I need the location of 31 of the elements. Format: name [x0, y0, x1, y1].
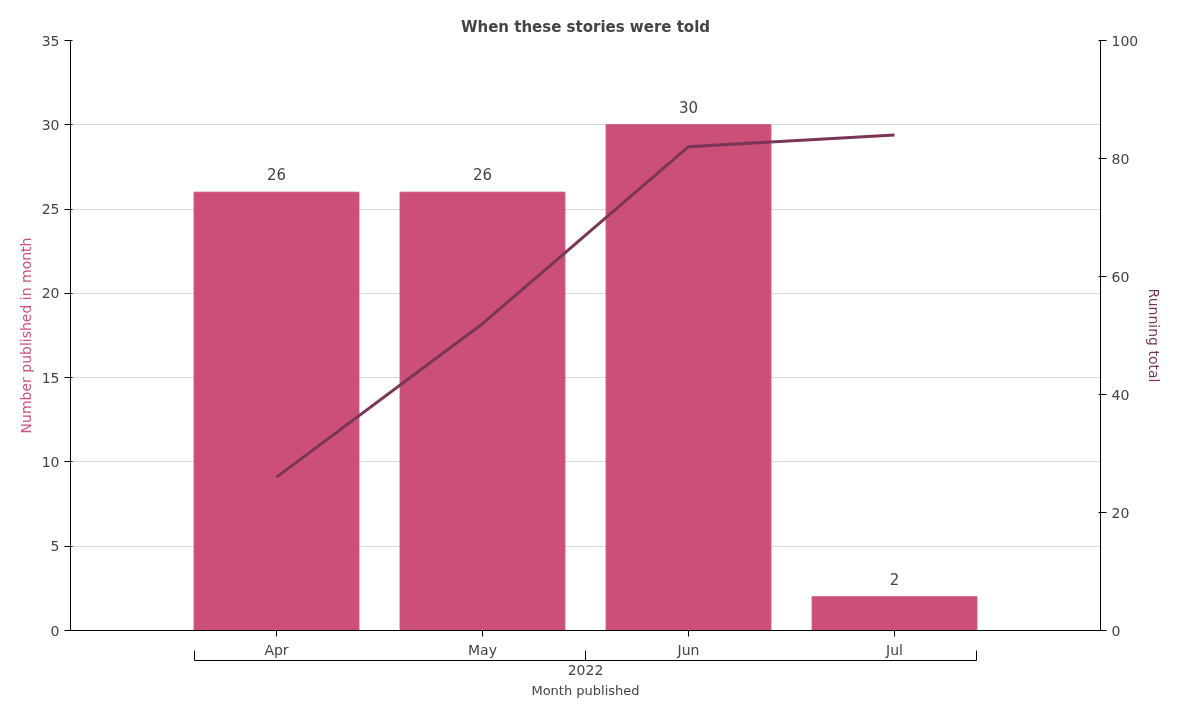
x-tick-label: Apr — [264, 641, 289, 658]
x-tick-label: Jul — [885, 641, 903, 658]
bar — [811, 596, 978, 631]
y-tick-label: 15 — [41, 369, 60, 386]
y2-tick-label: 100 — [1111, 32, 1139, 49]
y-tick-label: 5 — [50, 538, 60, 555]
y2-tick-label: 0 — [1111, 622, 1121, 639]
bar — [399, 191, 566, 631]
text: 2022 — [567, 661, 604, 678]
y2-tick-label: 60 — [1111, 268, 1130, 285]
data-label: 26 — [266, 166, 287, 185]
y-axis-title: Number published in month — [17, 237, 34, 434]
x-axis-title: Month published — [531, 682, 640, 698]
y-tick-label: 0 — [50, 622, 60, 639]
chart-title: When these stories were told — [460, 17, 711, 36]
x-tick-label: Jun — [676, 641, 700, 658]
y-tick-label: 20 — [41, 285, 60, 302]
y-tick-label: 30 — [41, 116, 60, 133]
y-tick-label: 35 — [41, 32, 60, 49]
y2-tick-label: 80 — [1111, 150, 1130, 167]
data-label: 30 — [678, 98, 699, 117]
data-label: 2 — [889, 570, 900, 589]
bar — [605, 124, 772, 631]
x-tick-label: May — [468, 641, 497, 658]
data-label: 26 — [472, 166, 493, 185]
y2-tick-label: 40 — [1111, 386, 1130, 403]
y-tick-label: 25 — [41, 201, 60, 218]
y2-tick-label: 20 — [1111, 504, 1130, 521]
y-tick-label: 10 — [41, 453, 60, 470]
y2-axis-title: Running total — [1146, 288, 1163, 383]
bar — [193, 191, 360, 631]
